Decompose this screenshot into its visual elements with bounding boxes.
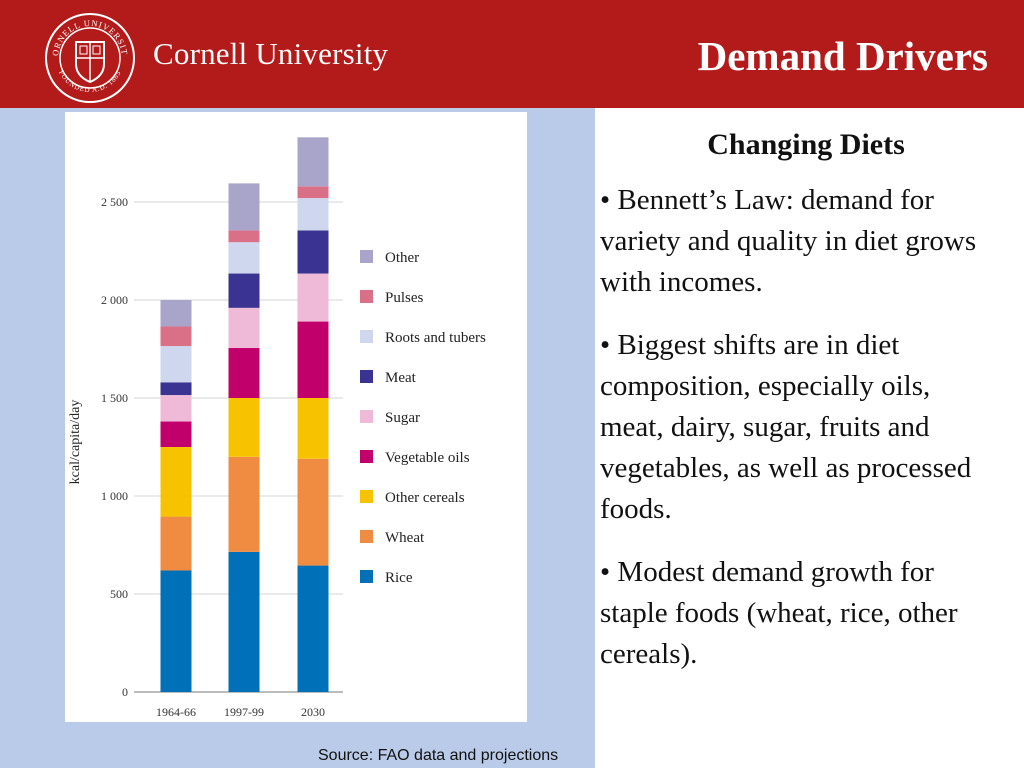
chart-area: 0 500 1 000 1 500 2 000 2 500 kcal/capita/day 1… [65,112,527,722]
y-axis-label: kcal/capita/day [68,400,83,485]
cornell-seal-icon: CORNELL UNIVERSITY FOUNDED A.D. 1865 [44,12,135,103]
bar-segment-wheat-1964-66 [160,516,192,571]
slide-header: CORNELL UNIVERSITY FOUNDED A.D. 1865 Cor… [0,0,1024,108]
x-tick-label: 2030 [301,705,325,719]
bar-segment-other-2030 [297,137,329,187]
text-column: Changing Diets • Bennett’s Law: demand f… [600,128,1000,697]
y-tick-label: 0 [122,685,128,699]
bar-segment-wheat-2030 [297,458,329,566]
source-note: Source: FAO data and projections [318,747,559,764]
bullet-bennetts-law: • Bennett’s Law: demand for variety and … [600,184,977,298]
bar-segment-other-cereals-1997-99 [228,398,260,457]
bar-segment-roots-and-tubers-1964-66 [160,346,192,383]
legend-swatch-roots-and-tubers [360,330,373,343]
legend-label: Wheat [385,530,425,546]
legend-swatch-other-cereals [360,490,373,503]
stacked-bar-chart: 0 500 1 000 1 500 2 000 2 500 kcal/capita/day 1… [68,137,486,719]
bar-segment-pulses-1964-66 [160,326,192,347]
legend-swatch-rice [360,570,373,583]
legend-label: Vegetable oils [385,450,470,466]
legend-label: Roots and tubers [385,330,486,346]
legend-label: Other [385,250,419,266]
bar-segment-other-cereals-2030 [297,398,329,459]
bar-segment-sugar-1997-99 [228,307,260,349]
bar-segment-other-1997-99 [228,183,260,231]
bar-segment-vegetable-oils-2030 [297,321,329,398]
x-tick-label: 1964-66 [156,705,196,719]
bar-segment-roots-and-tubers-1997-99 [228,242,260,274]
bar-segment-meat-1997-99 [228,273,260,308]
bar-segment-sugar-2030 [297,273,329,322]
y-tick-label: 1 500 [101,391,128,405]
subheading: Changing Diets [707,128,905,161]
y-tick-label: 2 000 [101,293,128,307]
legend-swatch-pulses [360,290,373,303]
legend-swatch-meat [360,370,373,383]
legend-swatch-other [360,250,373,263]
bar-segment-sugar-1964-66 [160,395,192,422]
bar-segment-meat-1964-66 [160,382,192,396]
bullet-diet-composition: • Biggest shifts are in diet composition… [600,329,972,525]
bar-segment-roots-and-tubers-2030 [297,198,329,231]
bar-segment-other-1964-66 [160,300,192,327]
y-tick-label: 1 000 [101,489,128,503]
bar-segment-pulses-1997-99 [228,230,260,243]
bullet-staple-foods: • Modest demand growth for staple foods … [600,556,958,670]
legend-label: Pulses [385,290,424,306]
legend-label: Rice [385,570,413,586]
bar-segment-wheat-1997-99 [228,456,260,552]
legend-swatch-vegetable-oils [360,450,373,463]
bar-segment-vegetable-oils-1964-66 [160,421,192,447]
legend-swatch-wheat [360,530,373,543]
bar-segment-rice-1964-66 [160,570,192,692]
bar-segment-pulses-2030 [297,186,329,199]
bar-segment-vegetable-oils-1997-99 [228,348,260,398]
bar-segment-rice-1997-99 [228,551,260,692]
legend-label: Sugar [385,410,420,426]
bar-segment-other-cereals-1964-66 [160,447,192,517]
bar-segment-meat-2030 [297,230,329,274]
brand-name: Cornell University [153,36,389,71]
legend-swatch-sugar [360,410,373,423]
y-tick-label: 500 [110,587,128,601]
legend-label: Other cereals [385,490,465,506]
bar-segment-rice-2030 [297,565,329,692]
legend-label: Meat [385,370,417,386]
slide-title: Demand Drivers [697,33,988,79]
x-tick-label: 1997-99 [224,705,264,719]
y-tick-label: 2 500 [101,195,128,209]
